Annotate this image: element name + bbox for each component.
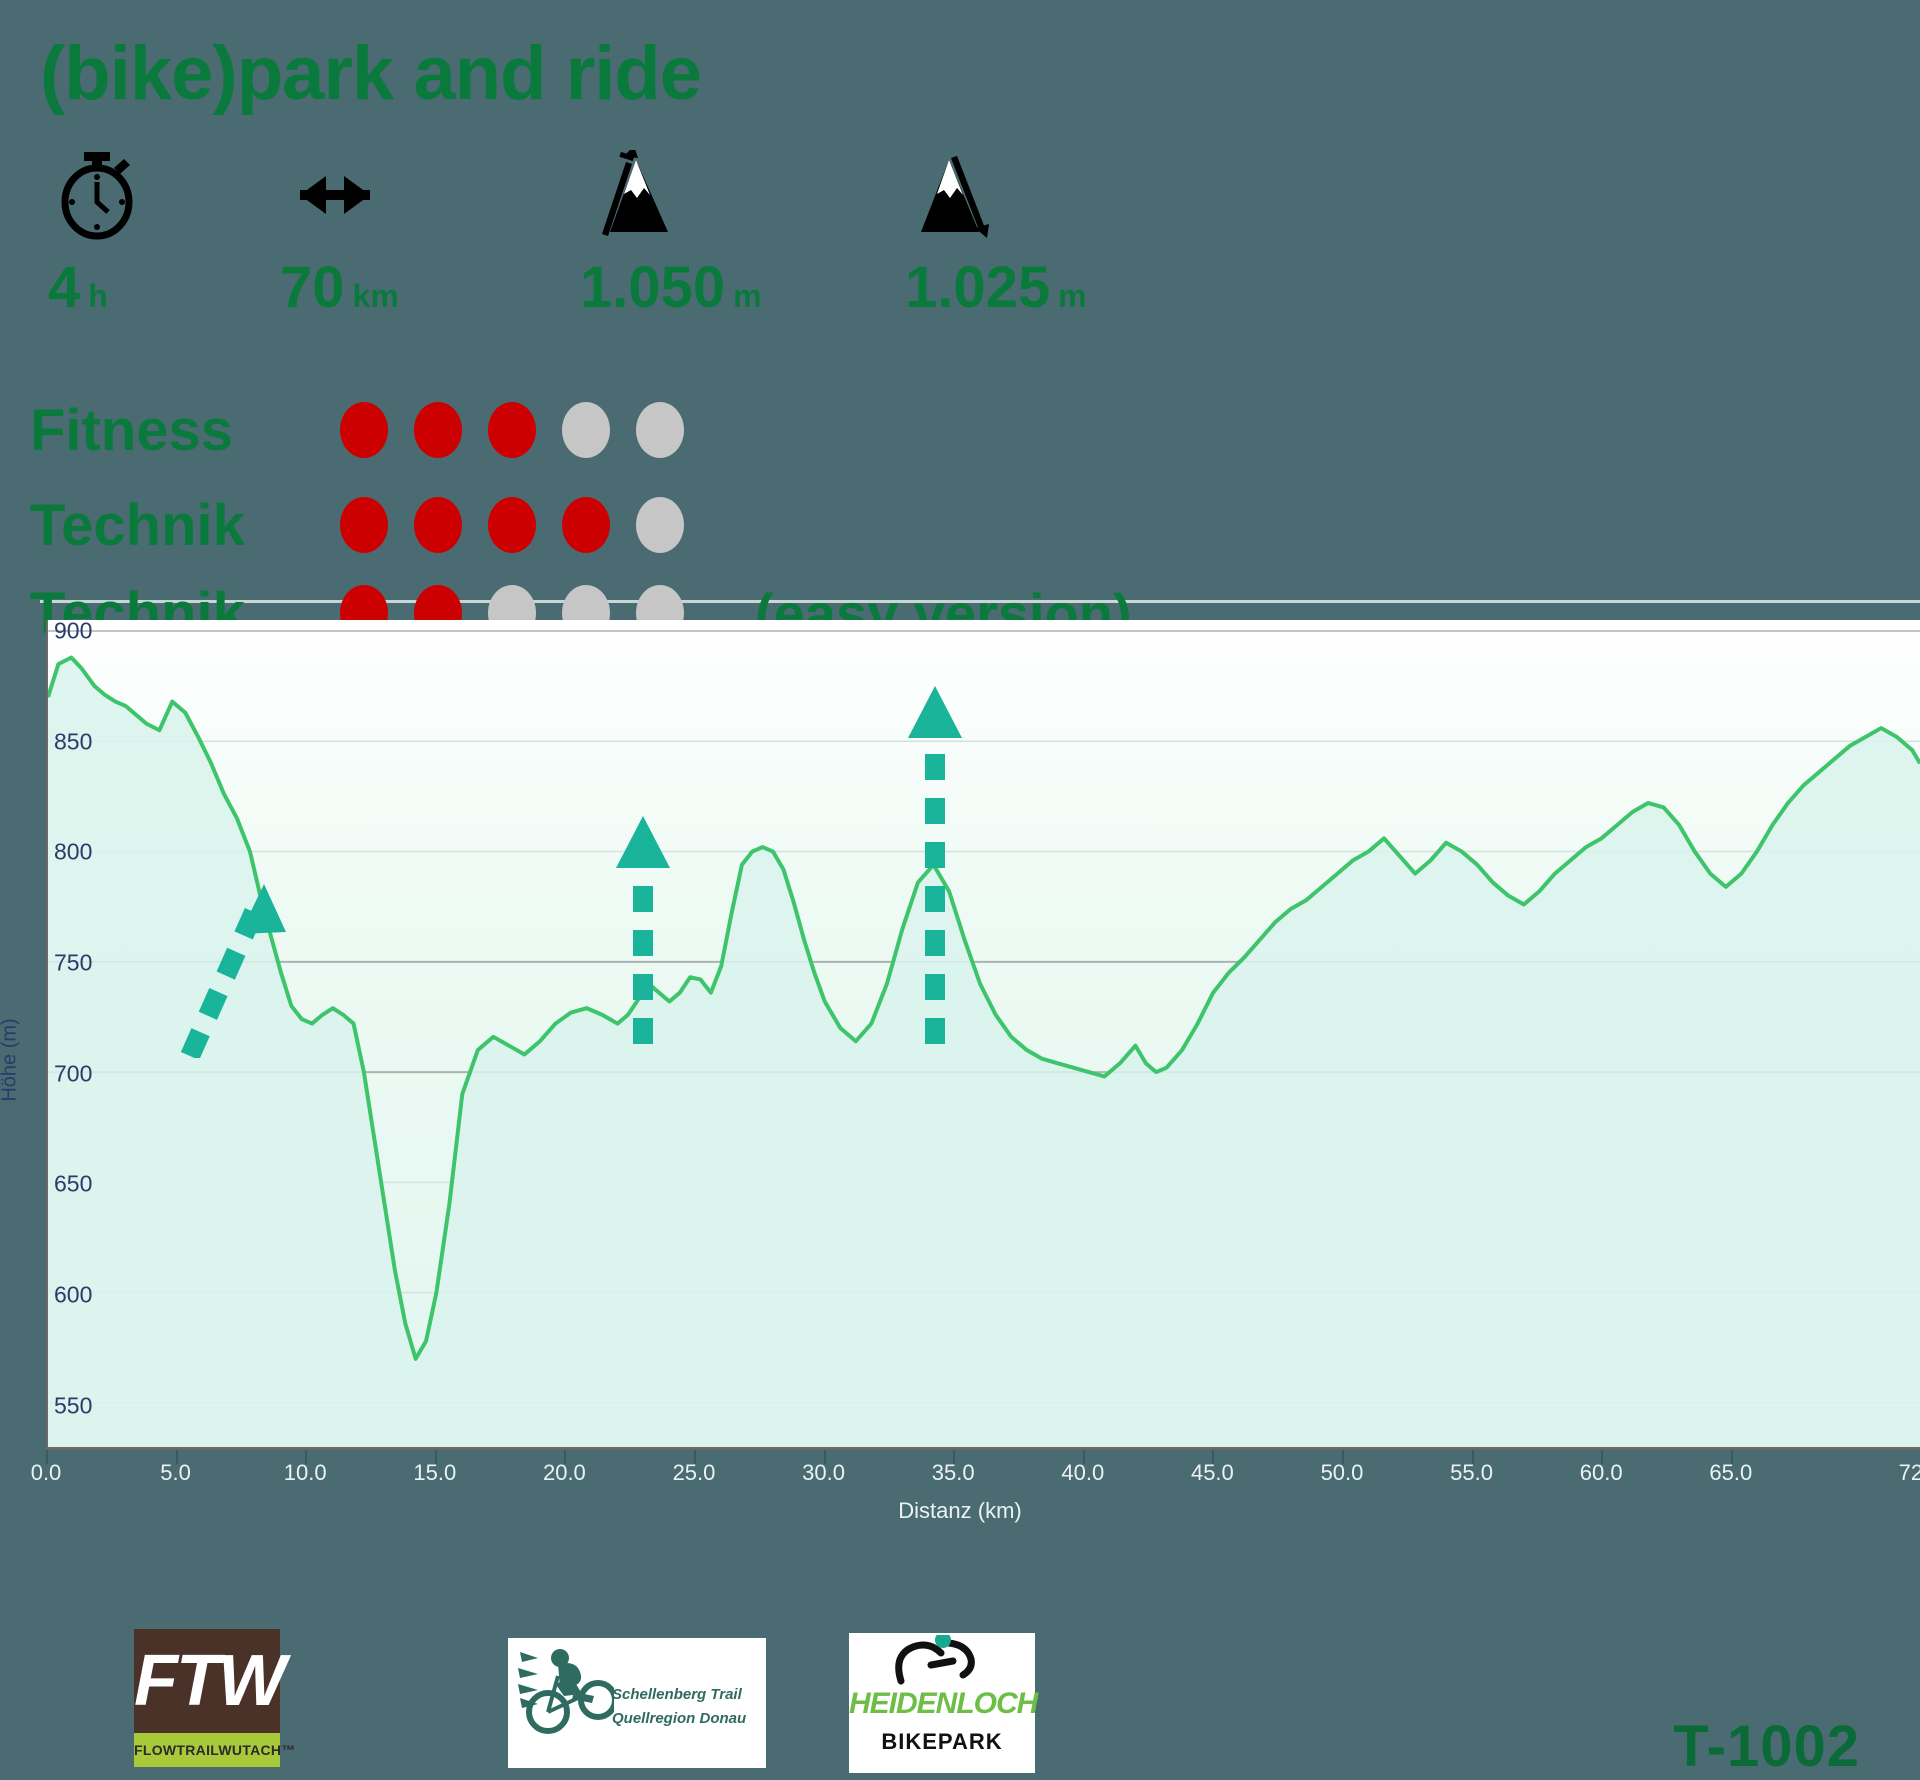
x-axis-tick-mark	[564, 1450, 567, 1464]
x-axis-tick: 15.0	[413, 1460, 457, 1485]
x-axis-tick: 30.0	[802, 1460, 845, 1485]
rating-dot	[414, 402, 462, 458]
stopwatch-icon	[48, 152, 148, 240]
rating-row-technik: Technik	[30, 490, 710, 560]
stat-ascent-unit: m	[733, 278, 762, 314]
x-axis-tick-mark	[1601, 1450, 1604, 1464]
rating-dot	[414, 497, 462, 553]
x-axis-label: Distanz (km)	[898, 1498, 1022, 1523]
x-axis-tick-mark	[175, 1450, 178, 1464]
stat-descent: 1.025 m	[905, 156, 1087, 321]
y-axis-tick: 550	[54, 1392, 93, 1419]
schellenberg-line1: Schellenberg Trail	[612, 1686, 742, 1703]
mountain-up-icon	[580, 150, 762, 240]
y-axis-tick: 750	[54, 949, 93, 976]
trail-code-label: T-1002	[1673, 1714, 1860, 1779]
x-axis-tick-mark	[953, 1450, 956, 1464]
double-arrow-icon	[280, 160, 399, 240]
ftw-logo-text: FTW	[134, 1641, 286, 1721]
divider	[40, 600, 1920, 603]
x-axis-tick-mark	[1212, 1450, 1215, 1464]
x-axis-tick: 60.0	[1579, 1460, 1623, 1485]
flowtrail-wutach-logo: FTW FLOWTRAILWUTACH™	[134, 1629, 295, 1767]
x-axis-tick-mark	[693, 1450, 696, 1464]
schellenberg-trail-logo: Schellenberg Trail Quellregion Donau	[508, 1638, 766, 1768]
x-axis-tick: 72.3	[1898, 1460, 1920, 1485]
stat-ascent: 1.050 m	[580, 150, 762, 321]
rating-dots	[340, 402, 710, 458]
x-axis-tick: 65.0	[1709, 1460, 1753, 1485]
rating-dot	[340, 402, 388, 458]
chart-plot-area	[46, 620, 1920, 1450]
stat-distance: 70 km	[280, 160, 399, 321]
stat-duration-unit: h	[88, 278, 108, 314]
x-axis-tick: 55.0	[1450, 1460, 1493, 1485]
y-axis-tick: 700	[54, 1060, 93, 1087]
y-axis-tick: 650	[54, 1170, 93, 1197]
rating-label: Fitness	[30, 397, 234, 463]
rating-dot	[562, 497, 610, 553]
x-axis-tick: 0.0	[30, 1460, 62, 1485]
x-axis-tick-mark	[1341, 1450, 1344, 1464]
x-axis-tick-mark	[1471, 1450, 1474, 1464]
y-axis-tick: 850	[54, 728, 93, 755]
x-axis-tick: 45.0	[1190, 1460, 1234, 1485]
bikepark-wordmark: BIKEPARK	[881, 1729, 1003, 1754]
ftw-arrow-annotation	[168, 858, 288, 1063]
y-axis-tick: 800	[54, 838, 93, 865]
heidenloch-wordmark: HEIDENLOCH	[849, 1687, 1038, 1720]
mountain-down-icon	[905, 156, 1087, 240]
rating-dots	[340, 497, 710, 553]
x-axis-tick: 50.0	[1320, 1460, 1364, 1485]
elevation-area-series	[48, 620, 1920, 1447]
y-axis-label: Höhe (m)	[0, 1018, 21, 1102]
y-axis-tick: 600	[54, 1281, 93, 1308]
rating-dot	[488, 402, 536, 458]
rating-dot	[340, 497, 388, 553]
rating-dot	[636, 402, 684, 458]
bike-outline-icon	[895, 1635, 975, 1685]
x-axis-tick-mark	[1730, 1450, 1733, 1464]
stat-distance-value: 70	[280, 255, 345, 320]
elevation-profile-chart: Höhe (m) 900 850 800 750 700 650 600 550 0.0 5.0…	[0, 608, 1920, 1779]
stat-duration-value: 4	[48, 255, 81, 320]
x-axis-tick: 40.0	[1061, 1460, 1105, 1485]
stat-descent-unit: m	[1058, 278, 1087, 314]
x-axis-tick-mark	[305, 1450, 308, 1464]
mtb-rider-icon	[518, 1649, 614, 1734]
x-axis-tick-mark	[434, 1450, 437, 1464]
heidenloch-arrow-annotation	[900, 676, 970, 1051]
rating-dot	[636, 497, 684, 553]
page-title: (bike)park and ride	[40, 31, 702, 116]
heidenloch-bikepark-logo: HEIDENLOCH BIKEPARK	[849, 1633, 1038, 1773]
schellenberg-line2: Quellregion Donau	[612, 1710, 747, 1727]
x-axis-tick-mark	[823, 1450, 826, 1464]
rating-row-fitness: Fitness	[30, 395, 710, 465]
rating-dot	[562, 402, 610, 458]
x-axis-tick: 10.0	[283, 1460, 327, 1485]
x-axis-tick-mark	[1082, 1450, 1085, 1464]
y-axis-tick: 900	[54, 617, 93, 644]
x-axis-tick: 35.0	[931, 1460, 975, 1485]
x-axis-tick: 20.0	[542, 1460, 586, 1485]
stat-ascent-value: 1.050	[580, 255, 726, 320]
rating-label: Technik	[30, 492, 245, 558]
stat-distance-unit: km	[352, 278, 399, 314]
schellenberg-arrow-annotation	[608, 806, 678, 1051]
x-axis-tick-mark	[46, 1450, 48, 1464]
x-axis-tick: 25.0	[672, 1460, 716, 1485]
stat-descent-value: 1.025	[905, 255, 1051, 320]
ftw-logo-subtext: FLOWTRAILWUTACH™	[134, 1733, 295, 1767]
rating-dot	[488, 497, 536, 553]
x-axis-tick: 5.0	[160, 1460, 191, 1485]
